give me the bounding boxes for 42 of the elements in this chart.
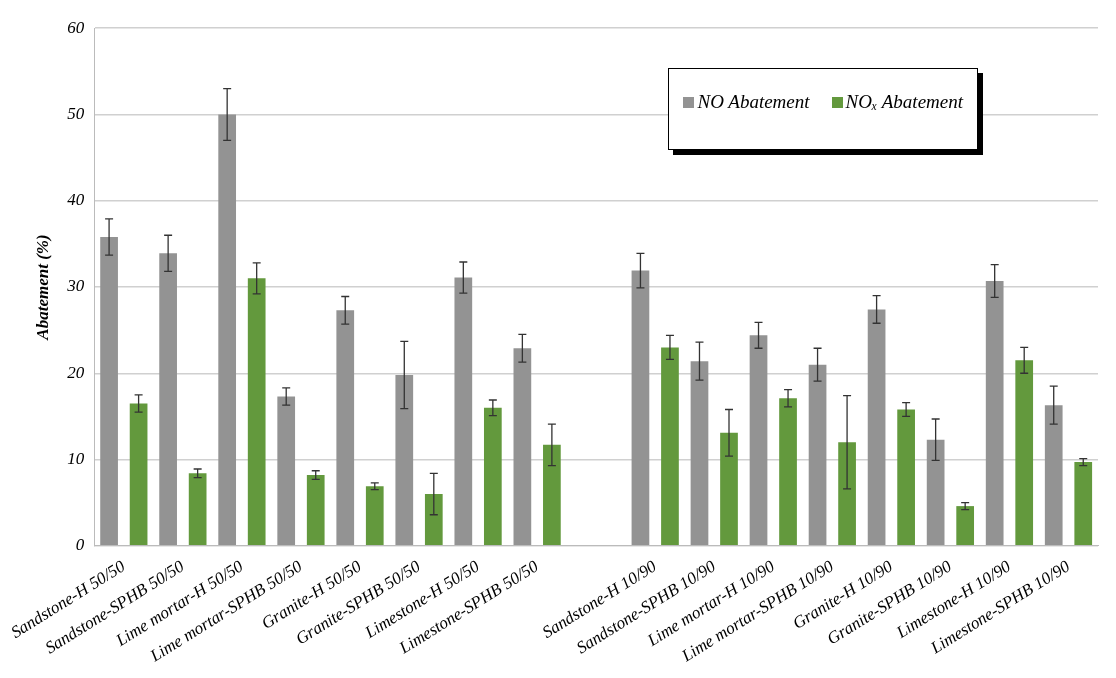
- bar: [129, 403, 148, 546]
- bar: [218, 114, 237, 546]
- y-tick-label: 0: [75, 535, 85, 555]
- bar: [867, 309, 886, 546]
- bar: [395, 374, 414, 546]
- bar: [720, 432, 738, 546]
- bar: [631, 270, 650, 546]
- bar: [424, 494, 443, 546]
- bar: [926, 439, 945, 546]
- bar: [749, 335, 768, 546]
- bar: [897, 409, 915, 546]
- y-tick-label: 20: [67, 362, 85, 382]
- bar: [483, 407, 502, 546]
- bar: [779, 398, 797, 546]
- bar: [838, 442, 856, 546]
- bar: [336, 310, 355, 546]
- bar: [513, 348, 532, 546]
- bar: [100, 236, 118, 546]
- legend-label: NOₓ Abatement: [845, 91, 963, 113]
- bar: [1074, 462, 1093, 546]
- y-axis-title: Abatement (%): [32, 234, 52, 341]
- y-tick-label: 40: [67, 190, 85, 210]
- bar: [306, 475, 325, 546]
- bar: [159, 253, 177, 546]
- bar: [365, 486, 384, 546]
- bar: [956, 506, 975, 546]
- bar: [808, 364, 827, 546]
- bar: [247, 278, 266, 546]
- y-tick-label: 50: [67, 103, 85, 123]
- bar: [188, 473, 207, 546]
- bar: [985, 280, 1004, 546]
- bar: [543, 444, 561, 546]
- bar: [690, 361, 709, 546]
- legend-label: NO Abatement: [697, 91, 810, 113]
- y-tick-label: 60: [67, 17, 85, 37]
- bar: [661, 347, 679, 546]
- bar: [1015, 360, 1034, 546]
- y-tick-label: 10: [67, 449, 85, 468]
- bar: [277, 396, 296, 546]
- bar: [1044, 405, 1063, 546]
- bar: [454, 277, 473, 546]
- y-tick-label: 30: [66, 276, 85, 296]
